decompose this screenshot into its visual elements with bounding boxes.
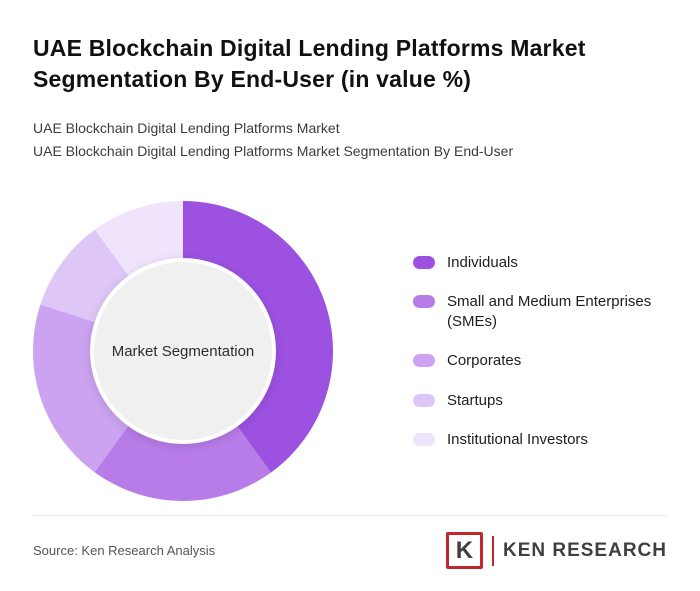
logo-text: KEN RESEARCH: [502, 539, 667, 561]
source-text: Source: Ken Research Analysis: [33, 543, 216, 558]
legend-item: Startups: [413, 391, 667, 411]
legend-label: Startups: [447, 391, 503, 409]
legend-item: Small and Medium Enterprises (SMEs): [413, 292, 667, 331]
subtitles: UAE Blockchain Digital Lending Platforms…: [0, 117, 700, 163]
legend-swatch: [413, 354, 435, 368]
legend-item: Institutional Investors: [413, 430, 667, 450]
legend-label: Small and Medium Enterprises (SMEs): [447, 293, 652, 330]
logo-k-icon: K: [445, 532, 483, 569]
legend-label: Institutional Investors: [447, 431, 588, 449]
legend-label: Individuals: [447, 253, 518, 271]
legend: Individuals Small and Medium Enterprises …: [413, 253, 667, 450]
chart-area: Market Segmentation Individuals Small and…: [0, 187, 700, 515]
subtitle-line-1: UAE Blockchain Digital Lending Platforms…: [33, 120, 340, 137]
subtitle-line-2: UAE Blockchain Digital Lending Platforms…: [33, 143, 514, 160]
legend-swatch: [413, 255, 435, 269]
logo-separator: [491, 535, 494, 566]
donut-center-label: Market Segmentation: [111, 342, 255, 360]
legend-swatch: [413, 393, 435, 407]
header: UAE Blockchain Digital Lending Platforms…: [0, 33, 700, 95]
footer: Source: Ken Research Analysis K KEN RESE…: [33, 515, 667, 591]
legend-label: Corporates: [447, 352, 522, 370]
page-title: UAE Blockchain Digital Lending Platforms…: [33, 35, 586, 93]
legend-swatch: [413, 295, 435, 309]
legend-item: Individuals: [413, 253, 667, 273]
legend-item: Corporates: [413, 351, 667, 371]
ken-research-logo: K KEN RESEARCH: [445, 532, 667, 569]
donut-chart-wrapper: Market Segmentation: [33, 201, 333, 502]
donut-center: Market Segmentation: [90, 258, 276, 445]
legend-swatch: [413, 433, 435, 447]
